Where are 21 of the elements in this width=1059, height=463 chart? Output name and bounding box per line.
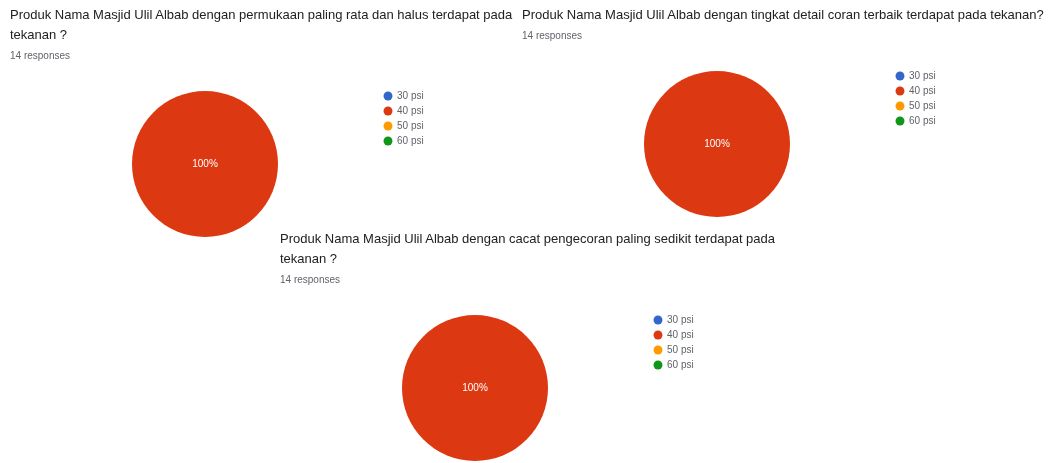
legend-label: 40 psi [667,329,694,340]
legend-label: 30 psi [909,70,936,81]
data-label: 100% [192,158,218,169]
chart-title: Produk Nama Masjid Ulil Albab dengan cacat pengecoran paling sedikit terdapat pada tekanan ? [280,231,776,266]
legend-label: 50 psi [667,344,694,355]
legend-label: 50 psi [397,120,424,131]
legend-label: 30 psi [397,90,424,101]
legend-label: 60 psi [667,359,694,370]
data-label: 100% [704,138,730,149]
legend-label: 60 psi [397,135,424,146]
legend-label: 40 psi [909,85,936,96]
chart-title: Produk Nama Masjid Ulil Albab dengan tingkat detail coran terbaik terdapat pada tekanan? [522,7,1044,22]
legend-label: 60 psi [909,115,936,126]
legend-label: 50 psi [909,100,936,111]
text: 14 responses [10,50,71,61]
chart-title: Produk Nama Masjid Ulil Albab dengan permukaan paling rata dan halus terdapat pada tekanan ? [10,7,514,42]
legend-label: 40 psi [397,105,424,116]
text: 14 responses [522,30,583,41]
legend-label: 30 psi [667,314,694,325]
data-label: 100% [462,382,488,393]
text: 14 responses [280,274,341,285]
